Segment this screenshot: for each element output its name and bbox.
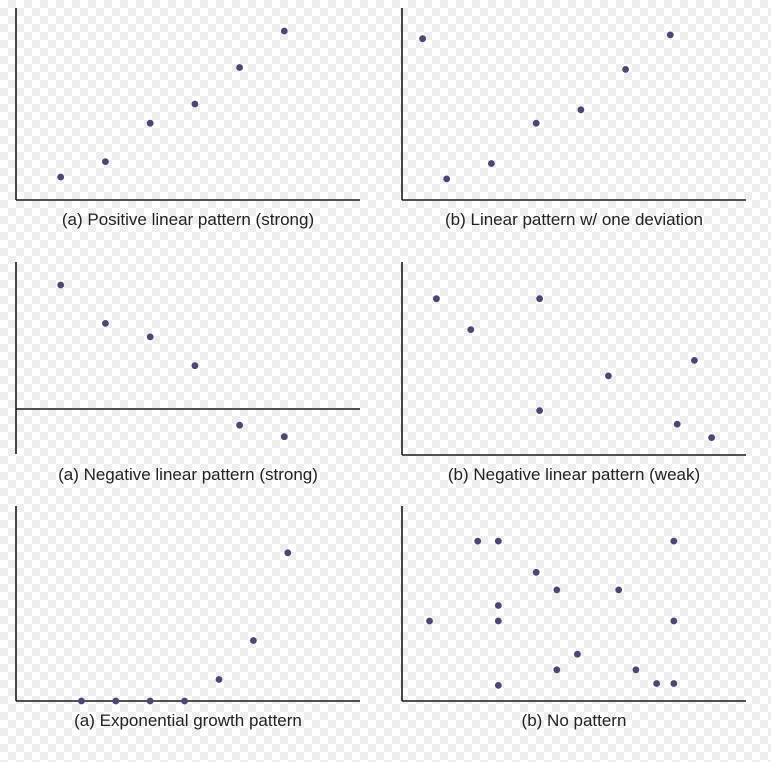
- data-point: [691, 357, 698, 364]
- panel-caption: (a) Positive linear pattern (strong): [62, 210, 314, 229]
- data-points: [57, 281, 288, 441]
- panel-caption: (a) Negative linear pattern (strong): [58, 465, 318, 484]
- panel-caption: (b) Negative linear pattern (weak): [448, 465, 700, 484]
- data-point: [236, 64, 244, 71]
- data-point: [280, 433, 288, 441]
- panel-linear-one-deviation: (b) Linear pattern w/ one deviation: [401, 8, 746, 229]
- data-points: [426, 537, 678, 689]
- data-points: [433, 295, 715, 441]
- data-point: [536, 295, 543, 303]
- data-point: [708, 434, 715, 441]
- data-point: [536, 407, 543, 414]
- panel-caption: (a) Exponential growth pattern: [74, 711, 302, 730]
- data-point: [426, 617, 433, 625]
- data-point: [574, 650, 581, 658]
- data-point: [532, 568, 540, 576]
- data-point: [146, 119, 154, 127]
- data-point: [494, 617, 502, 625]
- data-point: [112, 697, 120, 705]
- data-point: [577, 106, 585, 114]
- data-points: [57, 27, 288, 181]
- panel-positive-linear-strong: (a) Positive linear pattern (strong): [15, 8, 360, 229]
- data-point: [236, 421, 244, 429]
- data-point: [284, 549, 292, 557]
- data-point: [250, 637, 257, 644]
- data-point: [467, 326, 475, 333]
- data-point: [632, 666, 640, 674]
- data-point: [673, 420, 681, 428]
- data-points: [419, 31, 674, 183]
- data-point: [474, 537, 482, 545]
- data-point: [553, 666, 561, 674]
- data-point: [215, 676, 223, 683]
- panel-caption: (b) Linear pattern w/ one deviation: [445, 210, 703, 229]
- data-point: [615, 586, 623, 594]
- data-point: [670, 617, 678, 625]
- data-point: [670, 680, 678, 687]
- data-point: [443, 175, 451, 183]
- data-point: [622, 66, 629, 73]
- data-point: [666, 31, 674, 39]
- data-point: [605, 372, 612, 380]
- data-point: [280, 27, 288, 35]
- data-point: [494, 682, 502, 689]
- data-point: [102, 320, 109, 327]
- data-point: [57, 281, 65, 289]
- data-point: [670, 537, 678, 545]
- data-point: [78, 697, 85, 705]
- panel-exponential-growth: (a) Exponential growth pattern: [15, 506, 360, 730]
- data-point: [419, 35, 426, 43]
- data-point: [433, 295, 440, 303]
- panel-negative-linear-strong: (a) Negative linear pattern (strong): [15, 262, 360, 484]
- data-point: [57, 173, 65, 181]
- panel-no-pattern: (b) No pattern: [401, 506, 746, 730]
- panel-negative-linear-weak: (b) Negative linear pattern (weak): [401, 262, 746, 484]
- data-point: [653, 680, 660, 687]
- data-point: [146, 697, 154, 705]
- data-point: [553, 586, 561, 594]
- data-point: [191, 100, 199, 108]
- data-point: [532, 119, 540, 127]
- data-point: [191, 362, 199, 370]
- data-point: [494, 537, 502, 545]
- data-point: [146, 333, 154, 341]
- data-point: [102, 158, 109, 166]
- data-points: [78, 549, 292, 705]
- data-point: [181, 697, 189, 705]
- data-point: [488, 160, 495, 167]
- panel-caption: (b) No pattern: [522, 711, 627, 730]
- data-point: [494, 602, 502, 609]
